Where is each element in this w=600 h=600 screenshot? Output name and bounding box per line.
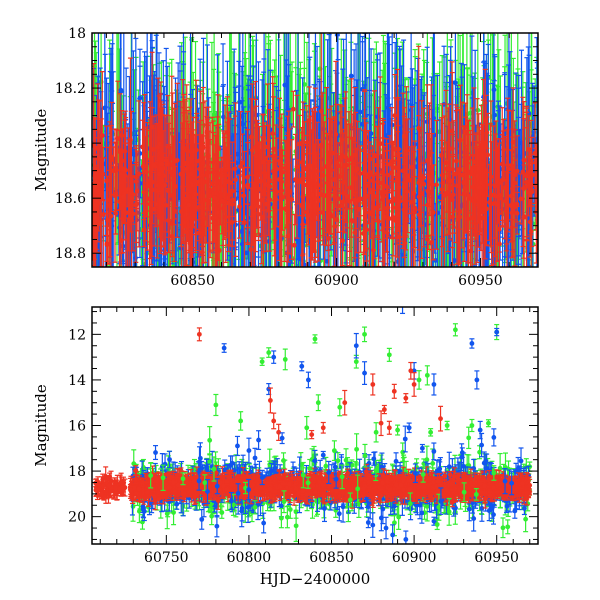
marker bbox=[127, 272, 132, 277]
marker bbox=[452, 258, 457, 263]
marker bbox=[137, 151, 143, 156]
marker bbox=[118, 87, 124, 93]
top-light-curve-panel: 60850 60900 609501818.218.418.618.8Magnitu… bbox=[32, 26, 539, 334]
marker bbox=[387, 280, 392, 285]
marker bbox=[102, 105, 108, 111]
marker bbox=[354, 300, 359, 305]
marker bbox=[389, 273, 394, 278]
marker bbox=[368, 287, 373, 292]
marker bbox=[414, 164, 420, 170]
marker bbox=[446, 271, 451, 276]
marker bbox=[475, 107, 481, 113]
top-data-points bbox=[92, 33, 538, 334]
marker bbox=[361, 277, 366, 282]
marker bbox=[177, 290, 182, 295]
marker bbox=[348, 73, 354, 79]
marker bbox=[244, 312, 249, 317]
marker bbox=[437, 282, 442, 287]
marker bbox=[252, 294, 257, 299]
data-point-blue bbox=[251, 264, 257, 299]
data-point-green bbox=[243, 295, 248, 334]
marker bbox=[357, 109, 363, 115]
marker bbox=[427, 270, 432, 275]
marker bbox=[402, 284, 407, 289]
